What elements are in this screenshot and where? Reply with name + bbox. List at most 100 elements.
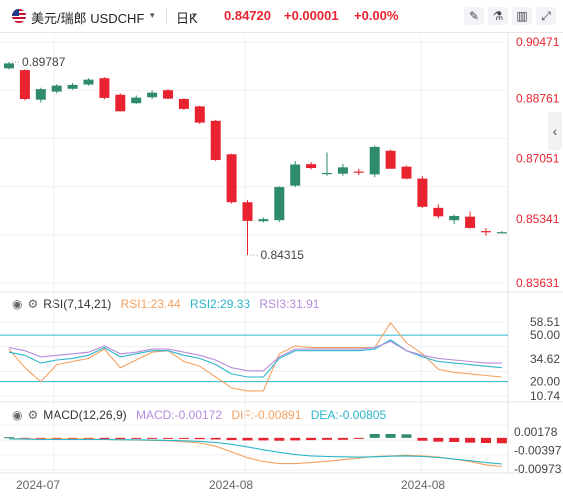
macd-bar [163,437,173,439]
candle-body [99,78,110,98]
macd-bar [496,437,507,444]
candle-body [194,106,205,123]
price-axis-label: 0.87051 [516,152,560,166]
rsi1-legend: RSI1:23.44 [120,297,181,311]
rsi2-legend: RSI2:29.33 [190,297,251,311]
price-change: +0.00001 [284,8,339,23]
candle-body [115,94,126,112]
period-dropdown-icon[interactable]: ▾ [192,10,197,20]
x-axis-label: 2024-07 [16,478,60,492]
layout-icon[interactable]: ▥ [512,7,532,25]
scroll-right-handle[interactable]: ‹ [548,112,562,150]
candle-body [369,146,380,175]
macd-title: MACD(12,26,9) [43,408,127,422]
macd-bar [178,437,189,439]
price-axis-label: 0.85341 [516,212,560,226]
chart-toolbar: 美元/瑞郎 USDCHF ▾ 日K ▾ 0.84720 +0.00001 +0.… [0,0,563,33]
macd-bar [99,437,110,440]
rsi-title: RSI(7,14,21) [43,297,112,311]
macd-bar [449,437,460,443]
usd-flag-icon [12,9,26,23]
candle-body [465,216,476,228]
eye-icon[interactable]: ◉ [12,408,23,422]
x-axis-label: 2024-08 [209,478,253,492]
rsi-axis-label: 34.62 [530,352,560,366]
price-axis-label: 0.88761 [516,91,560,105]
candle-body [35,89,46,100]
candle-body [242,202,253,221]
macd-header: ◉ ⚙ MACD(12,26,9) MACD:-0.00172 DIF:-0.008… [12,408,386,422]
symbol-dropdown-icon[interactable]: ▾ [150,10,155,20]
macd-dif-line [8,437,502,468]
candle-body [178,98,189,109]
candle-body [4,63,14,69]
rsi-series-1 [8,321,502,392]
eye-icon[interactable]: ◉ [12,297,23,311]
macd-bar [242,437,253,441]
macd-bar [67,437,78,439]
price-change-percent: +0.00% [354,8,399,23]
rsi-axis-label: 58.51 [530,315,560,329]
candle-body [481,231,491,233]
settings-icon[interactable]: ⚙ [27,297,39,311]
candle-body [496,232,507,234]
macd-bar [417,437,428,441]
macd-bar [19,437,30,440]
high-annotation: 0.89787 [22,55,66,69]
rsi-series-3 [8,340,502,372]
candle-body [226,154,237,203]
candle-body [147,92,158,98]
macd-bar [226,437,237,441]
candle-body [83,79,94,85]
macd-bar [115,437,126,440]
macd-bar [4,437,14,439]
candle-body [322,172,332,175]
candle-body [163,90,173,99]
macd-bar [290,437,301,441]
settings-icon[interactable]: ⚙ [27,408,39,422]
period-selector[interactable]: 日K [176,11,198,26]
drawing-tool-icon[interactable]: ✎ [464,7,484,25]
macd-bar [401,434,412,438]
macd-bar [465,437,476,443]
candle-body [306,164,317,169]
fullscreen-icon[interactable]: ⤢ [536,7,556,25]
candle-body [210,120,221,160]
candle-body [67,84,78,89]
low-annotation: 0.84315 [261,248,305,262]
rsi-axis-label: 50.00 [530,328,560,342]
candle-body [385,150,396,169]
rsi-axis-label: 10.74 [530,389,560,403]
macd-axis-label: -0.00397 [514,444,562,458]
candle-body [258,219,269,222]
macd-bar [274,437,285,441]
macd-bar [35,437,46,440]
macd-bar [83,437,94,439]
rsi-series-2 [8,339,502,378]
dif-legend: DIF:-0.00891 [231,408,302,422]
macd-bar [131,437,142,439]
candle-body [337,167,348,174]
rsi-axis-label: 20.00 [530,375,560,389]
price-axis-label: 0.90471 [516,35,560,49]
candle-body [401,166,412,179]
macd-legend: MACD:-0.00172 [135,408,223,422]
macd-bar [433,437,444,442]
macd-bar [258,437,269,441]
candle-body [353,171,364,173]
candle-body [433,207,444,217]
rsi3-legend: RSI3:31.91 [259,297,320,311]
price-axis-label: 0.83631 [516,276,560,290]
last-price: 0.84720 [224,8,271,23]
candle-body [19,70,30,99]
candle-body [131,97,142,104]
candle-body [417,178,428,207]
macd-bar [337,437,348,440]
symbol-selector[interactable]: 美元/瑞郎 USDCHF [31,11,145,26]
indicator-icon[interactable]: ⚗ [488,7,508,25]
candle-body [51,85,62,92]
macd-axis-label: 0.00178 [514,425,558,439]
macd-bar [322,437,332,440]
dea-legend: DEA:-0.00805 [310,408,387,422]
